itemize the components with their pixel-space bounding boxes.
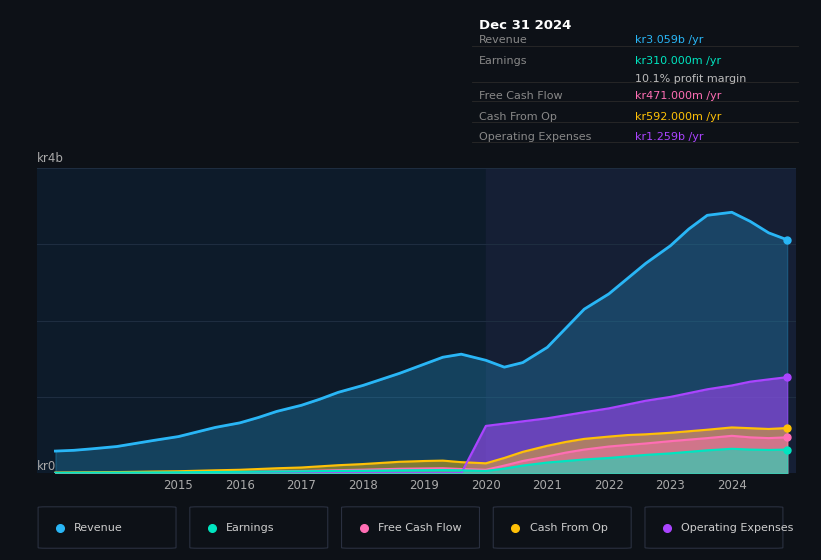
Text: kr1.259b /yr: kr1.259b /yr — [635, 132, 704, 142]
Text: kr310.000m /yr: kr310.000m /yr — [635, 56, 721, 66]
Text: Dec 31 2024: Dec 31 2024 — [479, 19, 571, 32]
FancyBboxPatch shape — [342, 507, 479, 548]
Text: Operating Expenses: Operating Expenses — [681, 522, 794, 533]
Text: kr471.000m /yr: kr471.000m /yr — [635, 91, 722, 101]
Text: Revenue: Revenue — [479, 35, 528, 45]
Text: Cash From Op: Cash From Op — [530, 522, 608, 533]
Text: Free Cash Flow: Free Cash Flow — [378, 522, 461, 533]
FancyBboxPatch shape — [38, 507, 176, 548]
Text: kr592.000m /yr: kr592.000m /yr — [635, 111, 722, 122]
Bar — [486, 168, 796, 473]
Text: Revenue: Revenue — [75, 522, 123, 533]
FancyBboxPatch shape — [493, 507, 631, 548]
Text: Operating Expenses: Operating Expenses — [479, 132, 591, 142]
Text: 10.1% profit margin: 10.1% profit margin — [635, 73, 746, 83]
Text: Cash From Op: Cash From Op — [479, 111, 557, 122]
Text: kr0: kr0 — [37, 460, 56, 473]
Text: kr3.059b /yr: kr3.059b /yr — [635, 35, 704, 45]
FancyBboxPatch shape — [645, 507, 783, 548]
Text: Earnings: Earnings — [479, 56, 528, 66]
Text: Earnings: Earnings — [226, 522, 274, 533]
Text: Free Cash Flow: Free Cash Flow — [479, 91, 562, 101]
FancyBboxPatch shape — [190, 507, 328, 548]
Text: kr4b: kr4b — [37, 152, 64, 165]
